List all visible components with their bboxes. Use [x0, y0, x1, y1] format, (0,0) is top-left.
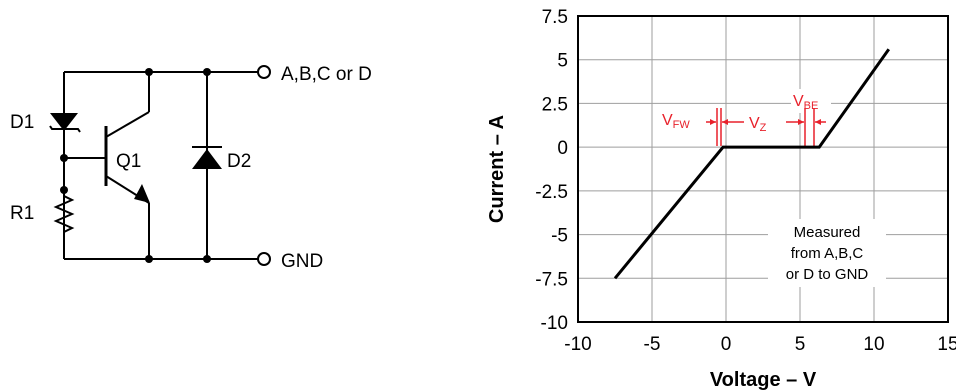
vz-label: VZ	[749, 115, 767, 134]
vz-sub: Z	[760, 122, 767, 134]
vbe-label: VBE	[793, 93, 818, 112]
q1-label: Q1	[116, 151, 141, 172]
vz-base: V	[749, 115, 760, 132]
y-tick-label: 0	[557, 138, 568, 159]
grid-vertical	[577, 16, 949, 322]
y-tick-label: -5	[551, 226, 568, 247]
vbe-base: V	[793, 93, 804, 110]
terminal-top-icon	[257, 65, 271, 79]
terminal-gnd-icon	[257, 252, 271, 266]
y-tick-label: -10	[541, 313, 568, 334]
r1-resistor	[53, 190, 75, 236]
vfw-label: VFW	[662, 112, 690, 131]
annotation-arrowheads	[710, 119, 821, 125]
x-tick-label: -10	[564, 334, 591, 355]
note-line-2: from A,B,C	[791, 245, 864, 262]
x-tick-label: 10	[863, 334, 884, 355]
d2-label: D2	[227, 151, 251, 172]
plot-frame	[577, 15, 949, 323]
series-line	[613, 48, 891, 280]
note-line-1: Measured	[794, 224, 861, 241]
vfw-base: V	[662, 112, 673, 129]
y-tick-label: -2.5	[535, 182, 568, 203]
junction-dot	[203, 68, 211, 76]
terminal-top-label: A,B,C or D	[281, 64, 372, 85]
x-tick-label: 15	[937, 334, 956, 355]
circuit-schematic	[49, 71, 258, 260]
note-background	[768, 219, 886, 287]
iv-chart: -10 -5 0 5 10 15 7.5 5 2.5 0 -2.5 -5 -7.5 -10 Measur…	[486, 7, 956, 391]
vz-label-bg	[745, 110, 785, 134]
arrowhead-icon	[722, 119, 728, 125]
vbe-sub: BE	[804, 100, 819, 112]
junction-dot	[203, 255, 211, 263]
d1-label: D1	[10, 112, 34, 133]
x-tick-labels: -10 -5 0 5 10 15	[564, 334, 956, 355]
y-tick-label: 5	[557, 51, 568, 72]
vfw-sub: FW	[673, 119, 691, 131]
y-tick-label: 7.5	[542, 7, 568, 28]
d2-diode-icon	[192, 149, 222, 169]
y-tick-label: -7.5	[535, 269, 568, 290]
arrowhead-icon	[815, 119, 821, 125]
d1-diode-icon	[50, 113, 78, 131]
grid-horizontal	[578, 15, 948, 323]
junction-dot	[145, 255, 153, 263]
junction-dot	[60, 154, 68, 162]
arrowhead-icon	[710, 119, 716, 125]
y-tick-label: 2.5	[542, 94, 568, 115]
x-tick-label: 5	[795, 334, 806, 355]
terminal-gnd-label: GND	[281, 251, 323, 272]
junction-dot	[60, 186, 68, 194]
note-line-3: or D to GND	[786, 266, 869, 283]
x-tick-label: -5	[644, 334, 661, 355]
r1-label: R1	[10, 203, 34, 224]
y-tick-labels: 7.5 5 2.5 0 -2.5 -5 -7.5 -10	[535, 7, 568, 334]
q1-collector	[105, 111, 150, 138]
arrowhead-icon	[798, 119, 804, 125]
x-tick-label: 0	[721, 334, 732, 355]
vbe-label-bg	[791, 89, 831, 113]
iv-curve	[613, 48, 891, 280]
vfw-label-bg	[660, 107, 710, 131]
junction-dot	[145, 68, 153, 76]
x-axis-title: Voltage – V	[710, 369, 817, 391]
y-axis-title: Current – A	[486, 115, 508, 223]
q1-emitter-arrow-icon	[134, 184, 150, 203]
